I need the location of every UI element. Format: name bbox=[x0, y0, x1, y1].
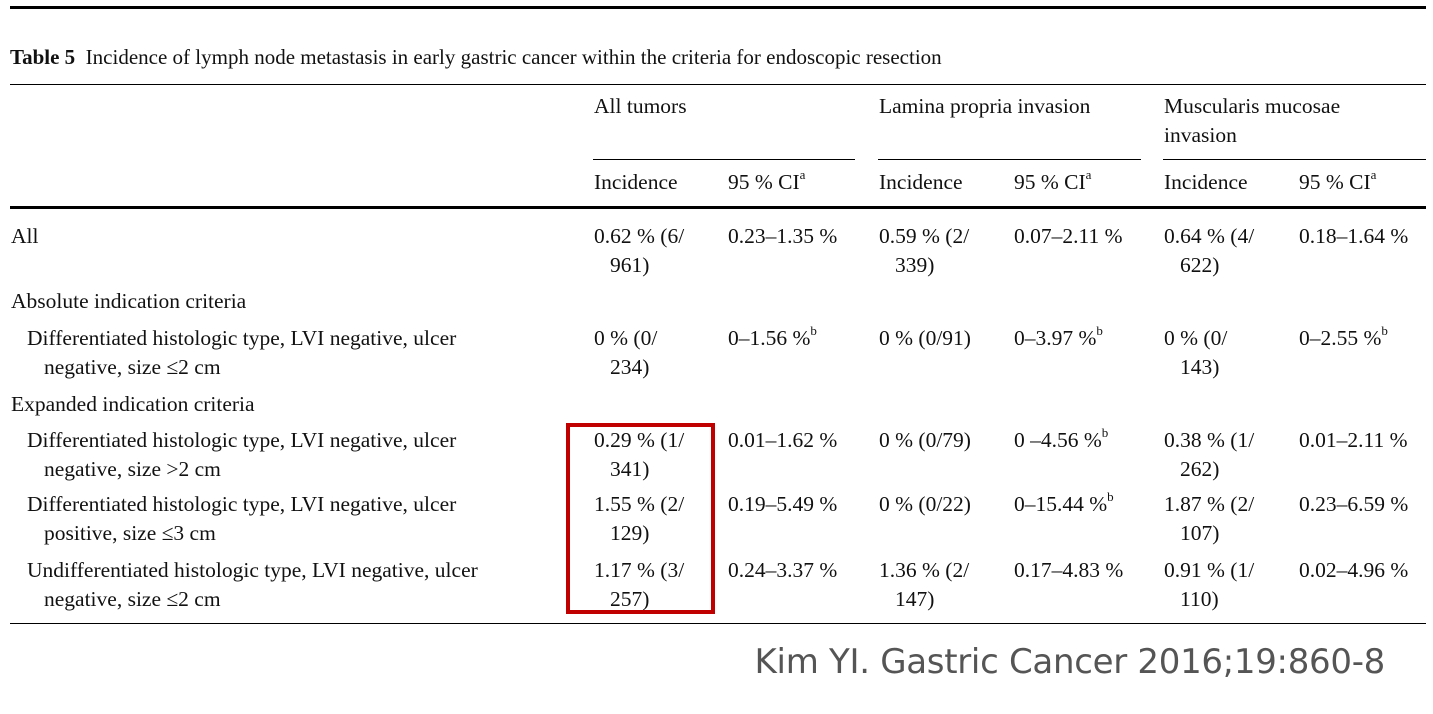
cell-exp1-ci-1: 0.01–1.62 % bbox=[728, 428, 838, 452]
cell-exp1-incidence-1-line1: 0.29 % (1/ bbox=[594, 428, 685, 452]
row-label-exp-2-line2: positive, size ≤3 cm bbox=[44, 521, 216, 545]
row-label-exp-1-line1: Differentiated histologic type, LVI nega… bbox=[27, 428, 457, 452]
cell-exp3-incidence-3-line1: 0.91 % (1/ bbox=[1164, 558, 1255, 582]
header-group-muscularis-line2: invasion bbox=[1164, 123, 1237, 147]
cell-exp2-ci-1: 0.19–5.49 % bbox=[728, 492, 838, 516]
cell-abs-incidence-1-line2: 234) bbox=[610, 355, 650, 379]
cell-all-incidence-1-line2: 961) bbox=[610, 253, 650, 277]
muscularis-subrule bbox=[1163, 159, 1426, 160]
subheader-incidence-2: Incidence bbox=[879, 170, 963, 194]
cell-exp3-incidence-2-line1: 1.36 % (2/ bbox=[879, 558, 970, 582]
cell-exp2-ci-3: 0.23–6.59 % bbox=[1299, 492, 1409, 516]
row-label-abs-1-line1: Differentiated histologic type, LVI nega… bbox=[27, 326, 457, 350]
header-group-all-tumors: All tumors bbox=[594, 94, 687, 118]
cell-exp3-incidence-3-line2: 110) bbox=[1180, 587, 1219, 611]
cell-exp2-incidence-1-line2: 129) bbox=[610, 521, 650, 545]
cell-exp2-incidence-3-line1: 1.87 % (2/ bbox=[1164, 492, 1255, 516]
subheader-ci-3: 95 % CIa bbox=[1299, 166, 1377, 194]
table-caption-text: Incidence of lymph node metastasis in ea… bbox=[85, 45, 942, 69]
row-label-abs-1-line2: negative, size ≤2 cm bbox=[44, 355, 221, 379]
cell-abs-incidence-1-line1: 0 % (0/ bbox=[594, 326, 658, 350]
table-caption-label: Table 5 bbox=[10, 45, 76, 69]
lamina-subrule bbox=[878, 159, 1141, 160]
citation: Kim YI. Gastric Cancer 2016;19:860-8 bbox=[754, 642, 1386, 682]
cell-all-ci-2: 0.07–2.11 % bbox=[1014, 224, 1123, 248]
section-expanded-criteria: Expanded indication criteria bbox=[11, 392, 255, 416]
cell-abs-incidence-3-line1: 0 % (0/ bbox=[1164, 326, 1228, 350]
cell-exp1-incidence-3-line1: 0.38 % (1/ bbox=[1164, 428, 1255, 452]
section-absolute-criteria: Absolute indication criteria bbox=[11, 289, 247, 313]
cell-exp2-incidence-1-line1: 1.55 % (2/ bbox=[594, 492, 685, 516]
cell-exp1-incidence-1-line2: 341) bbox=[610, 457, 650, 481]
all-tumors-subrule bbox=[593, 159, 855, 160]
cell-abs-incidence-3-line2: 143) bbox=[1180, 355, 1220, 379]
header-group-lamina-propria: Lamina propria invasion bbox=[879, 94, 1091, 118]
subheader-ci-1: 95 % CIa bbox=[728, 166, 806, 194]
row-label-exp-1-line2: negative, size >2 cm bbox=[44, 457, 221, 481]
cell-exp3-incidence-1-line1: 1.17 % (3/ bbox=[594, 558, 685, 582]
cell-all-incidence-1-line1: 0.62 % (6/ bbox=[594, 224, 685, 248]
cell-abs-incidence-2: 0 % (0/91) bbox=[879, 326, 971, 350]
cell-abs-ci-1: 0–1.56 %b bbox=[728, 322, 817, 350]
table-bottom-rule bbox=[10, 623, 1426, 624]
row-label-exp-3-line1: Undifferentiated histologic type, LVI ne… bbox=[27, 558, 478, 582]
header-top-rule bbox=[10, 84, 1426, 85]
cell-all-ci-1: 0.23–1.35 % bbox=[728, 224, 838, 248]
cell-exp2-incidence-2: 0 % (0/22) bbox=[879, 492, 971, 516]
cell-exp2-ci-2: 0–15.44 %b bbox=[1014, 488, 1114, 516]
row-label-all: All bbox=[11, 224, 39, 248]
top-thick-rule bbox=[10, 6, 1426, 9]
cell-all-incidence-3-line1: 0.64 % (4/ bbox=[1164, 224, 1255, 248]
subheader-incidence-3: Incidence bbox=[1164, 170, 1248, 194]
cell-exp1-incidence-3-line2: 262) bbox=[1180, 457, 1220, 481]
cell-all-ci-3: 0.18–1.64 % bbox=[1299, 224, 1409, 248]
cell-abs-ci-3: 0–2.55 %b bbox=[1299, 322, 1388, 350]
highlight-box bbox=[566, 423, 715, 614]
cell-all-incidence-2-line2: 339) bbox=[895, 253, 935, 277]
subheader-ci-2: 95 % CIa bbox=[1014, 166, 1092, 194]
header-bottom-rule bbox=[10, 206, 1426, 209]
cell-exp1-ci-2: 0 –4.56 %b bbox=[1014, 424, 1109, 452]
cell-exp1-incidence-2: 0 % (0/79) bbox=[879, 428, 971, 452]
table-caption: Table 5 Incidence of lymph node metastas… bbox=[10, 45, 942, 70]
row-label-exp-2-line1: Differentiated histologic type, LVI nega… bbox=[27, 492, 457, 516]
cell-abs-ci-2: 0–3.97 %b bbox=[1014, 322, 1103, 350]
cell-exp3-incidence-1-line2: 257) bbox=[610, 587, 650, 611]
cell-all-incidence-3-line2: 622) bbox=[1180, 253, 1220, 277]
cell-exp3-ci-3: 0.02–4.96 % bbox=[1299, 558, 1409, 582]
cell-exp3-ci-2: 0.17–4.83 % bbox=[1014, 558, 1124, 582]
header-group-muscularis-line1: Muscularis mucosae bbox=[1164, 94, 1341, 118]
cell-exp1-ci-3: 0.01–2.11 % bbox=[1299, 428, 1408, 452]
row-label-exp-3-line2: negative, size ≤2 cm bbox=[44, 587, 221, 611]
subheader-incidence-1: Incidence bbox=[594, 170, 678, 194]
cell-exp3-incidence-2-line2: 147) bbox=[895, 587, 935, 611]
cell-all-incidence-2-line1: 0.59 % (2/ bbox=[879, 224, 970, 248]
cell-exp2-incidence-3-line2: 107) bbox=[1180, 521, 1220, 545]
cell-exp3-ci-1: 0.24–3.37 % bbox=[728, 558, 838, 582]
